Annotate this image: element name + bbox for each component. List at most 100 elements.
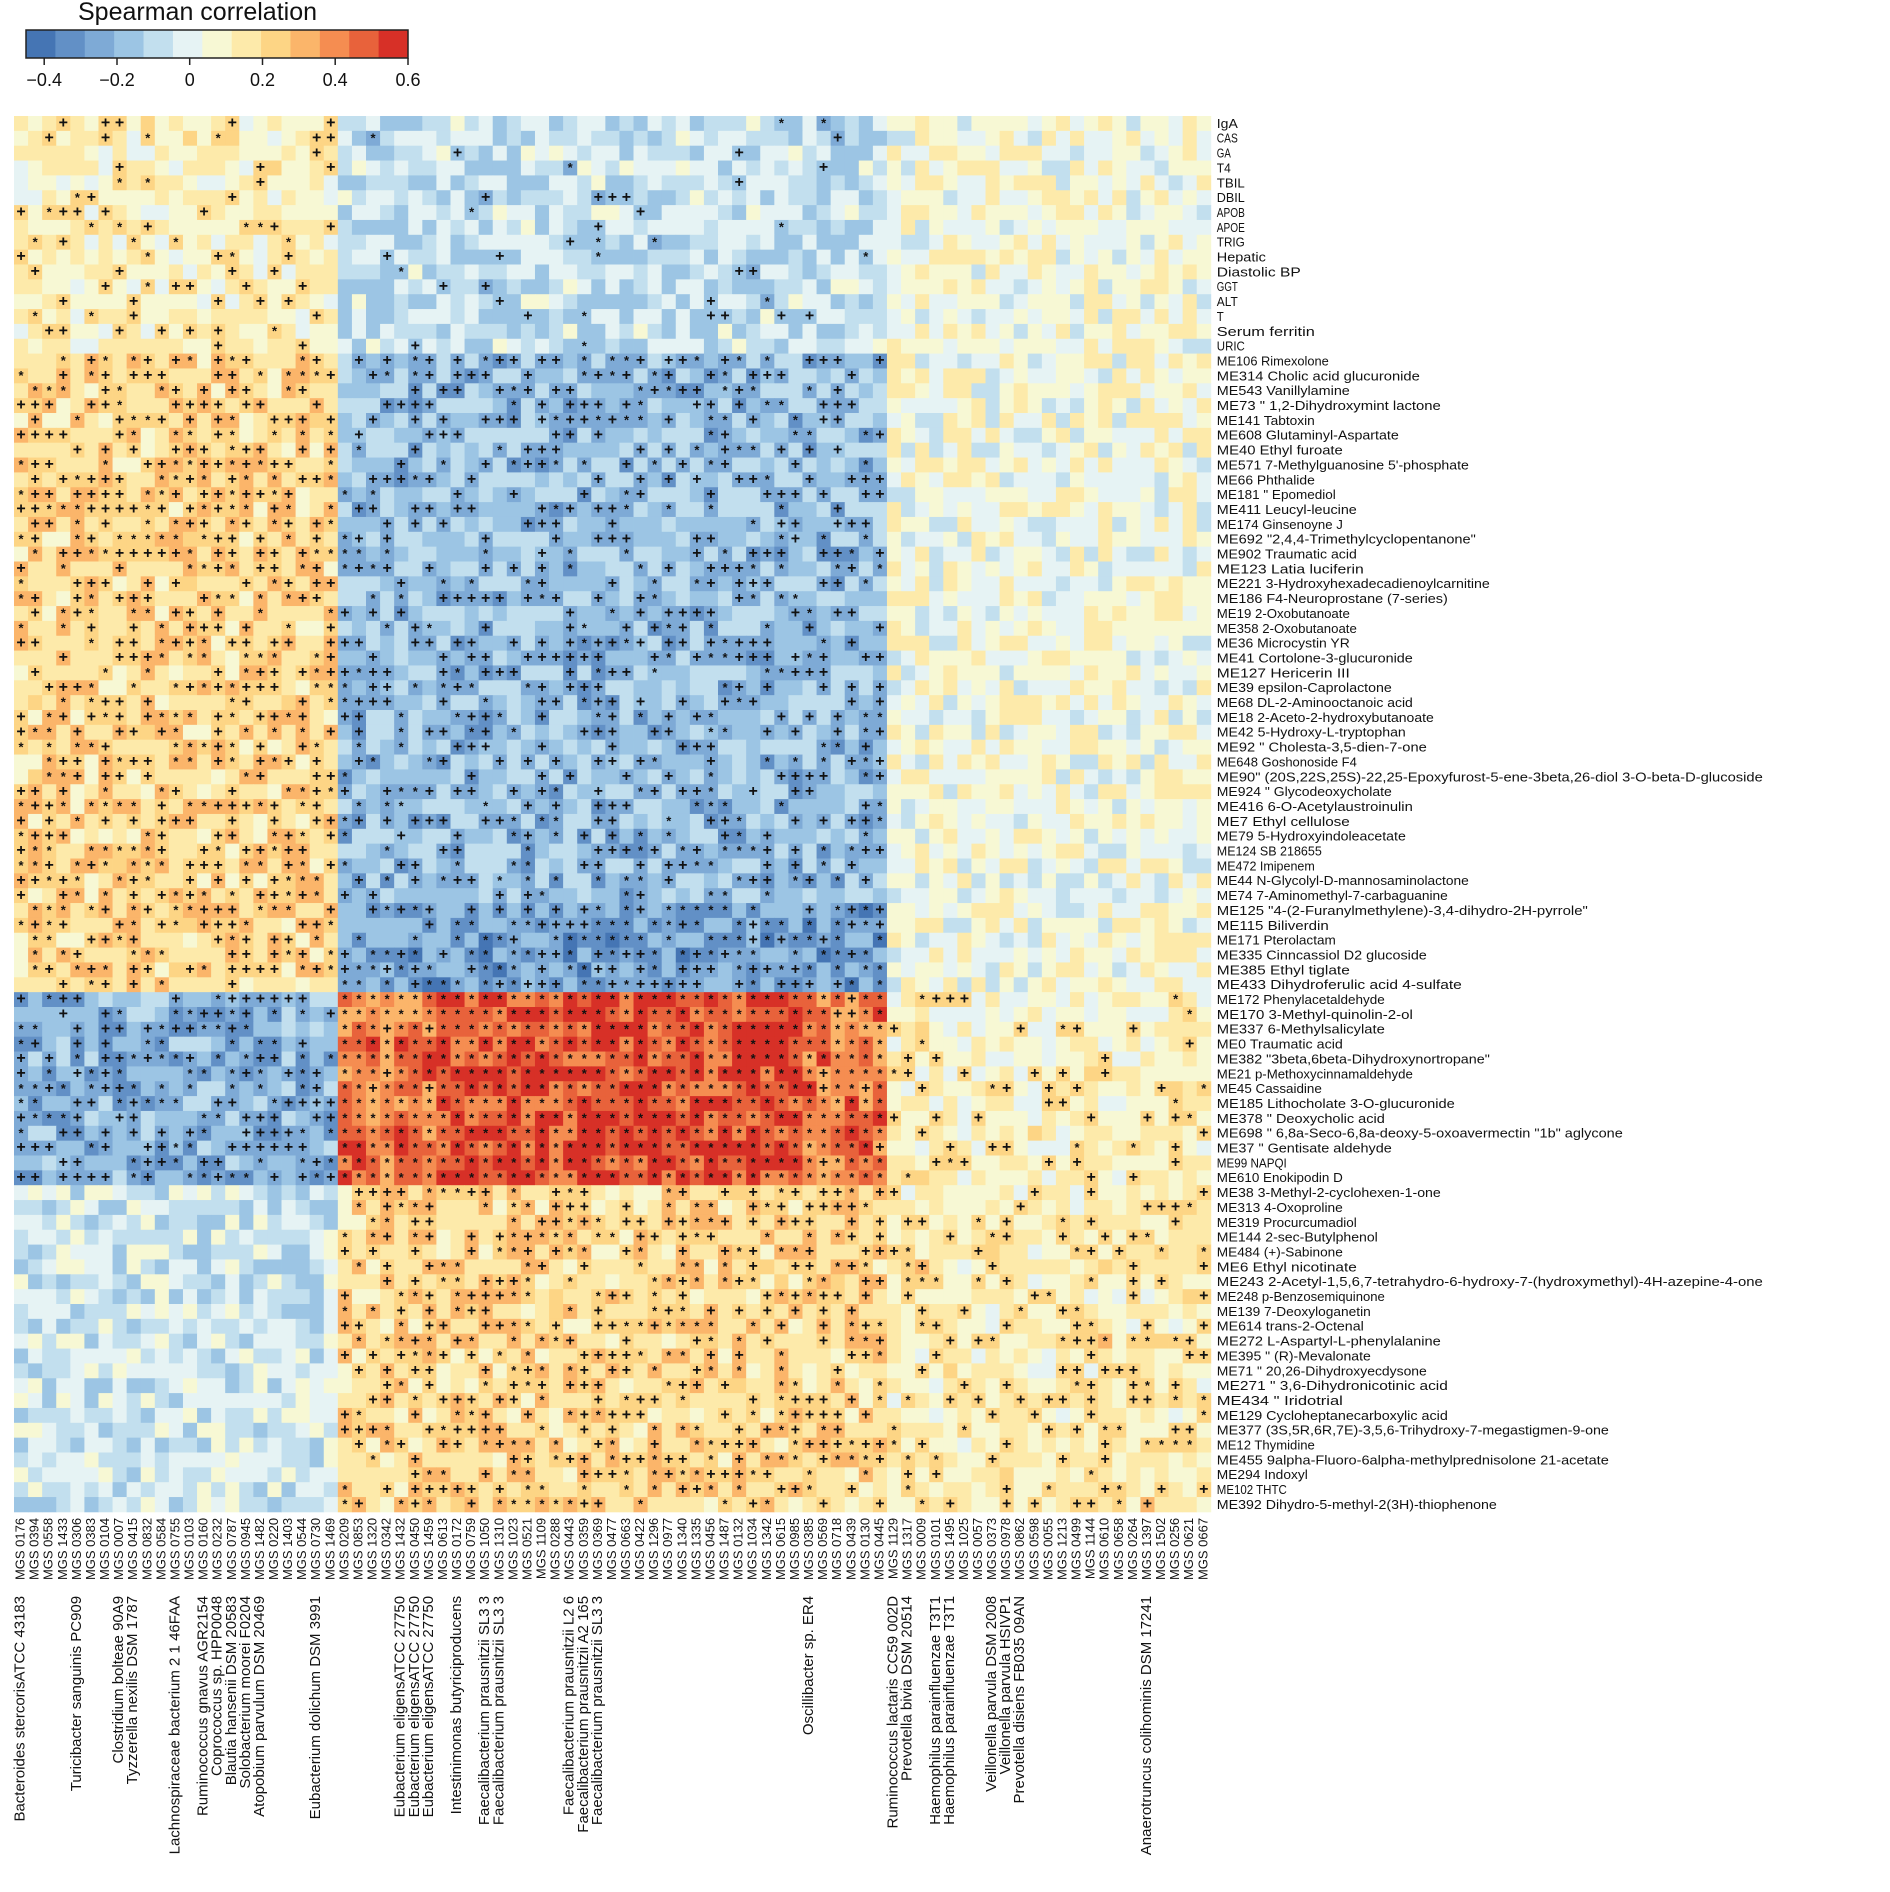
heatmap-cell xyxy=(605,190,620,206)
heatmap-cell xyxy=(295,190,311,206)
heatmap-cell xyxy=(1098,799,1113,815)
heatmap-cell xyxy=(1112,739,1127,755)
heatmap-cell xyxy=(957,219,972,236)
heatmap-cell xyxy=(774,338,789,354)
heatmap-cell xyxy=(28,234,43,251)
heatmap-cell xyxy=(1154,724,1169,741)
heatmap-cell xyxy=(788,294,803,310)
heatmap-cell xyxy=(844,130,860,147)
heatmap-cell xyxy=(450,398,465,414)
heatmap-cell xyxy=(943,546,958,562)
heatmap-cell xyxy=(619,962,634,978)
heatmap-cell xyxy=(140,145,156,161)
heatmap-cell xyxy=(605,264,620,280)
heatmap-cell xyxy=(915,279,930,295)
heatmap-cell xyxy=(1084,116,1099,132)
heatmap-cell xyxy=(605,234,620,251)
heatmap-cell xyxy=(816,205,832,221)
heatmap-cell xyxy=(126,264,142,280)
heatmap-cell xyxy=(872,264,888,280)
heatmap-cell xyxy=(14,932,29,948)
heatmap-cell xyxy=(408,828,423,845)
heatmap-cell xyxy=(844,323,860,340)
heatmap-cell xyxy=(915,710,930,726)
heatmap-cell xyxy=(1140,769,1155,785)
heatmap-cell xyxy=(1140,546,1155,562)
heatmap-cell xyxy=(830,799,846,815)
heatmap-cell xyxy=(633,813,648,830)
heatmap-cell xyxy=(1041,843,1057,859)
heatmap-cell xyxy=(1154,116,1169,132)
heatmap-cell xyxy=(816,427,832,444)
heatmap-cell xyxy=(985,427,1000,444)
heatmap-cell xyxy=(703,145,719,161)
heatmap-cell xyxy=(549,219,564,236)
heatmap-cell xyxy=(197,219,212,236)
heatmap-cell xyxy=(858,130,874,147)
heatmap-cell xyxy=(1126,680,1141,696)
heatmap-cell xyxy=(901,903,916,919)
heatmap-cell xyxy=(520,116,536,132)
heatmap-cell xyxy=(886,338,902,354)
heatmap-cell xyxy=(182,368,198,384)
heatmap-cell xyxy=(1070,739,1085,755)
heatmap-cell xyxy=(915,516,930,533)
heatmap-cell xyxy=(225,190,240,206)
heatmap-cell xyxy=(971,264,986,280)
heatmap-cell xyxy=(394,754,409,770)
heatmap-cell xyxy=(380,145,395,161)
heatmap-cell xyxy=(675,145,691,161)
heatmap-cell xyxy=(971,353,986,369)
heatmap-cell xyxy=(1112,710,1127,726)
heatmap-cell xyxy=(168,650,184,666)
heatmap-cell xyxy=(943,917,958,934)
heatmap-cell xyxy=(140,279,156,295)
heatmap-cell xyxy=(1027,650,1043,666)
heatmap-cell xyxy=(999,903,1015,919)
heatmap-cell xyxy=(492,264,508,280)
heatmap-cell xyxy=(1140,175,1155,191)
heatmap-cell xyxy=(886,323,902,340)
heatmap-cell xyxy=(422,442,437,458)
heatmap-cell xyxy=(56,338,71,354)
heatmap-cell xyxy=(1041,932,1057,948)
heatmap-cell xyxy=(563,710,578,726)
heatmap-cell xyxy=(1140,353,1155,369)
heatmap-cell xyxy=(42,205,57,221)
heatmap-cell xyxy=(605,442,620,458)
heatmap-cell xyxy=(1013,516,1029,533)
heatmap-cell xyxy=(337,472,353,488)
heatmap-cell xyxy=(492,516,508,533)
heatmap-cell xyxy=(84,264,99,280)
heatmap-cell xyxy=(830,665,846,681)
heatmap-cell xyxy=(802,516,817,533)
heatmap-cell xyxy=(295,813,311,830)
heatmap-cell xyxy=(971,175,986,191)
heatmap-cell xyxy=(647,398,663,414)
heatmap-cell xyxy=(323,591,339,607)
heatmap-cell xyxy=(732,309,747,325)
heatmap-cell xyxy=(957,873,972,889)
heatmap-cell xyxy=(915,353,930,369)
heatmap-cell xyxy=(182,145,198,161)
heatmap-cell xyxy=(1140,205,1155,221)
heatmap-cell xyxy=(774,323,789,340)
heatmap-cell xyxy=(971,516,986,533)
heatmap-cell xyxy=(1154,813,1169,830)
heatmap-cell xyxy=(520,249,536,265)
heatmap-cell xyxy=(943,323,958,340)
heatmap-cell xyxy=(1196,932,1212,948)
heatmap-cell xyxy=(971,383,986,399)
heatmap-cell xyxy=(1070,947,1085,963)
heatmap-cell xyxy=(464,828,480,845)
heatmap-cell xyxy=(337,516,353,533)
heatmap-cell xyxy=(42,606,57,622)
heatmap-cell xyxy=(802,576,817,592)
heatmap-cell xyxy=(901,502,916,518)
heatmap-cell xyxy=(380,724,395,741)
heatmap-cell xyxy=(971,219,986,236)
heatmap-cell xyxy=(197,130,212,147)
heatmap-cell xyxy=(746,175,761,191)
heatmap-cell xyxy=(1070,219,1085,236)
heatmap-cell xyxy=(1084,843,1099,859)
